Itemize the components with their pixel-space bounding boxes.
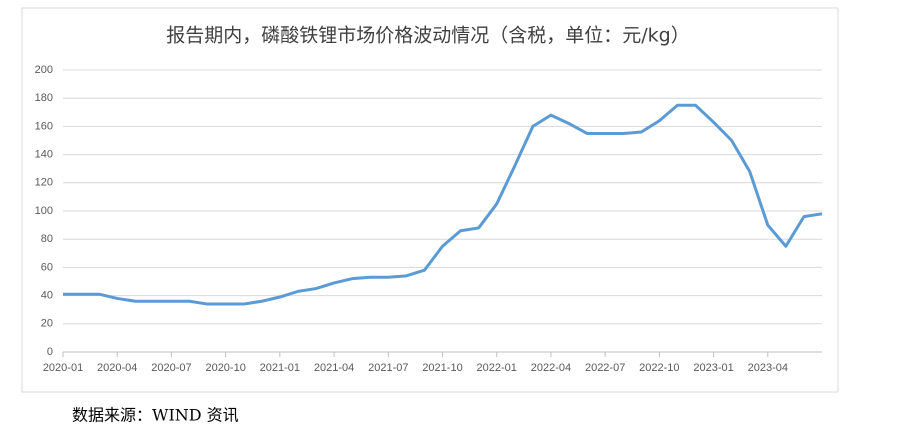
- x-tick-label: 2021-07: [368, 362, 408, 374]
- x-tick-label: 2022-01: [477, 362, 517, 374]
- y-tick-label: 80: [41, 233, 53, 245]
- x-tick-label: 2022-07: [585, 362, 625, 374]
- x-tick-label: 2021-04: [314, 362, 354, 374]
- y-tick-label: 200: [35, 64, 53, 76]
- x-tick-label: 2022-04: [531, 362, 571, 374]
- y-tick-label: 140: [35, 149, 53, 161]
- x-tick-label: 2020-10: [205, 362, 245, 374]
- price-line: [63, 103, 823, 306]
- y-tick-label: 160: [35, 120, 53, 132]
- source-note: 数据来源：WIND 资讯: [72, 406, 239, 425]
- x-tick-label: 2020-04: [97, 362, 137, 374]
- y-tick-label: 120: [35, 177, 53, 189]
- y-tick-label: 180: [35, 92, 53, 104]
- y-tick-label: 40: [41, 290, 53, 302]
- x-tick-label: 2023-01: [693, 362, 733, 374]
- x-tick-label: 2022-10: [639, 362, 679, 374]
- x-tick-label: 2023-04: [748, 362, 788, 374]
- chart-title: 报告期内，磷酸铁锂市场价格波动情况（含税，单位：元/kg）: [166, 25, 689, 47]
- y-tick-label: 0: [47, 346, 53, 358]
- chart-frame: [21, 7, 839, 393]
- x-tick-label: 2020-07: [151, 362, 191, 374]
- y-tick-label: 100: [35, 205, 53, 217]
- x-tick-label: 2021-10: [422, 362, 462, 374]
- x-tick-label: 2021-01: [260, 362, 300, 374]
- y-tick-label: 20: [41, 318, 53, 330]
- y-tick-label: 60: [41, 261, 53, 273]
- x-tick-label: 2020-01: [43, 362, 83, 374]
